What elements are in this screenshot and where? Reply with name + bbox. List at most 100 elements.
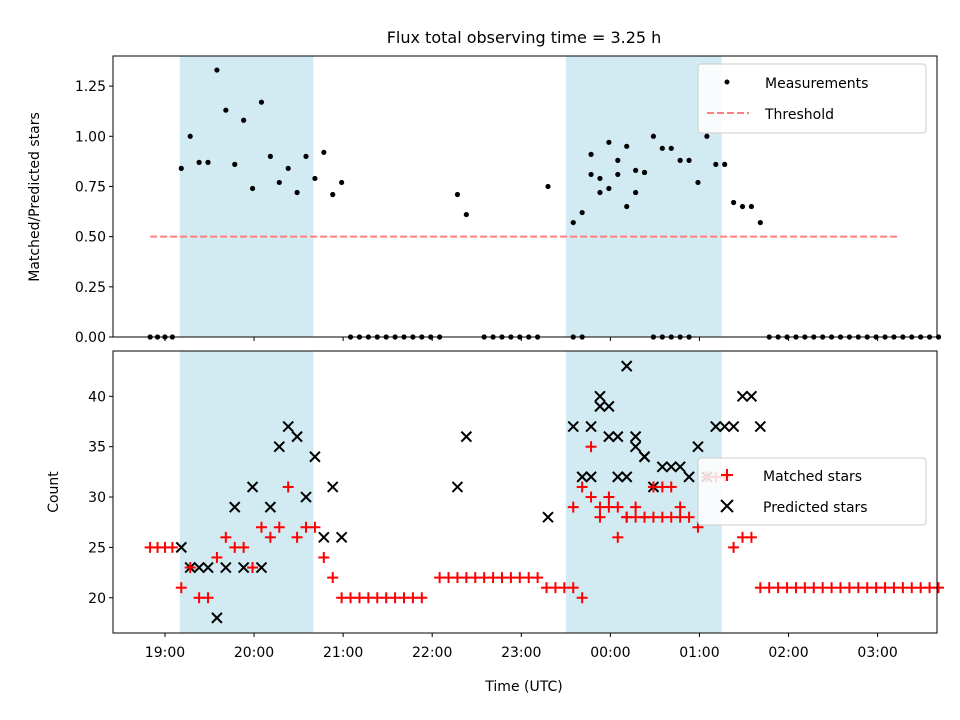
predicted-point-stroke: [318, 531, 330, 544]
matched-point: [745, 531, 757, 543]
y-tick-label: 1.00: [75, 129, 106, 145]
matched-point: [576, 481, 588, 493]
top-x-ticks: [164, 337, 879, 341]
predicted-point-stroke: [620, 360, 633, 372]
y-tick-label: 25: [88, 540, 106, 556]
measurement-point: [624, 203, 630, 210]
predicted-point-stroke: [291, 430, 303, 443]
predicted-point-stroke: [273, 440, 285, 453]
matched-point: [175, 582, 187, 594]
x-tick-label: 23:00: [501, 645, 541, 661]
predicted-point: [220, 561, 232, 574]
matched-point: [639, 511, 651, 523]
predicted-point: [612, 430, 624, 443]
measurement-point: [214, 67, 220, 73]
x-tick-label: 02:00: [768, 645, 808, 661]
top-legend-box: [697, 63, 927, 134]
predicted-point: [460, 430, 473, 443]
predicted-point: [674, 461, 686, 473]
matched-point: [291, 531, 303, 543]
measurement-point: [330, 191, 336, 198]
y-tick-label: 20: [88, 591, 106, 607]
predicted-point: [451, 481, 464, 493]
matched-point: [309, 521, 321, 533]
predicted-point: [665, 461, 677, 473]
shaded-interval: [179, 351, 314, 633]
predicted-point: [264, 501, 277, 513]
predicted-point: [229, 501, 241, 513]
measurement-point: [757, 219, 763, 226]
measurement-point: [668, 145, 674, 151]
measurement-point: [463, 211, 469, 218]
matched-point: [238, 541, 250, 553]
measurement-point: [294, 189, 300, 196]
measurement-point: [205, 159, 211, 165]
predicted-point-stroke: [603, 400, 615, 413]
bottom-y-ticks: 20 25 30 35 40: [88, 389, 113, 607]
predicted-point-stroke: [193, 561, 205, 574]
matched-point: [630, 501, 642, 513]
measurement-point: [641, 169, 648, 176]
predicted-point: [638, 451, 651, 463]
measurement-point: [276, 179, 282, 186]
predicted-point: [620, 471, 633, 483]
predicted-point: [612, 471, 624, 483]
predicted-point: [656, 461, 669, 473]
matched-point: [585, 441, 597, 453]
measurement-point: [624, 143, 630, 149]
measurement-point: [704, 133, 710, 139]
predicted-point: [727, 420, 740, 433]
bottom-x-ticks: 19:00 20:00 21:00 22:00 23:00 00:00 01:00 02:00…: [145, 633, 898, 661]
measurement-point: [633, 167, 639, 174]
matched-points: [144, 441, 944, 604]
predicted-point-stroke: [594, 400, 606, 413]
predicted-point: [246, 481, 259, 493]
predicted-point-stroke: [335, 531, 348, 544]
matched-point: [282, 481, 294, 493]
matched-point: [166, 541, 178, 553]
predicted-point-stroke: [629, 440, 642, 453]
bottom-y-axis-label: Count: [46, 471, 62, 513]
measurement-point: [597, 175, 603, 182]
y-tick-label: 30: [88, 490, 106, 506]
predicted-point: [594, 390, 606, 403]
matched-point: [273, 521, 285, 533]
measurement-point: [588, 151, 594, 157]
predicted-point: [745, 390, 758, 403]
measurement-point: [187, 133, 193, 139]
matched-point: [932, 582, 944, 594]
predicted-point: [629, 430, 642, 443]
predicted-point: [309, 451, 321, 463]
x-tick-label: 00:00: [590, 645, 630, 661]
measurement-point: [196, 159, 202, 165]
predicted-legend-marker: [720, 499, 734, 513]
matched-point: [612, 501, 624, 513]
predicted-point-stroke: [629, 430, 642, 443]
predicted-point-stroke: [736, 390, 749, 403]
measurement-point: [249, 185, 256, 192]
predicted-point-stroke: [202, 561, 214, 574]
matched-point: [255, 521, 267, 533]
measurement-point: [686, 157, 692, 163]
x-tick-label: 03:00: [857, 645, 897, 661]
x-tick-label: 20:00: [234, 645, 274, 661]
y-tick-label: 0.00: [75, 330, 106, 346]
predicted-point-stroke: [638, 451, 651, 463]
predicted-point: [585, 471, 597, 483]
predicted-point: [300, 491, 312, 503]
predicted-point: [282, 420, 294, 433]
predicted-point: [603, 430, 615, 443]
measurement-point: [285, 165, 291, 171]
predicted-point-stroke: [229, 501, 241, 513]
predicted-point-stroke: [237, 561, 250, 574]
measurement-point: [739, 203, 746, 210]
matched-point: [416, 592, 428, 604]
predicted-point-stroke: [656, 461, 669, 473]
matched-legend-label: Matched stars: [763, 469, 862, 485]
predicted-point: [175, 541, 188, 554]
measurements-legend-label: Measurements: [765, 76, 868, 92]
measurement-point: [597, 189, 603, 196]
predicted-point-stroke: [745, 390, 758, 403]
matched-point: [603, 491, 615, 503]
matched-point: [318, 551, 330, 563]
